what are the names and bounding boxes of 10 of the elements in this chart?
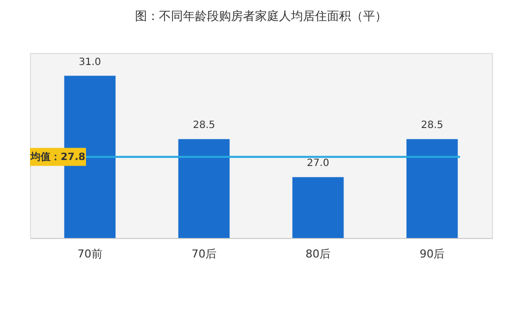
ref-line-label: 均值：27.8 [30,150,86,163]
x-tick-label: 90后 [420,248,445,260]
x-tick-label: 80后 [306,248,331,260]
data-label: 28.5 [192,120,216,132]
x-tick-label: 70后 [191,248,216,260]
data-label: 28.5 [420,120,444,132]
data-label: 31.0 [78,56,102,68]
data-label: 27.0 [306,158,330,170]
chart-title: 图：不同年龄段购房者家庭人均居住面积（平） [135,9,387,23]
x-tick-label: 70前 [77,248,102,260]
